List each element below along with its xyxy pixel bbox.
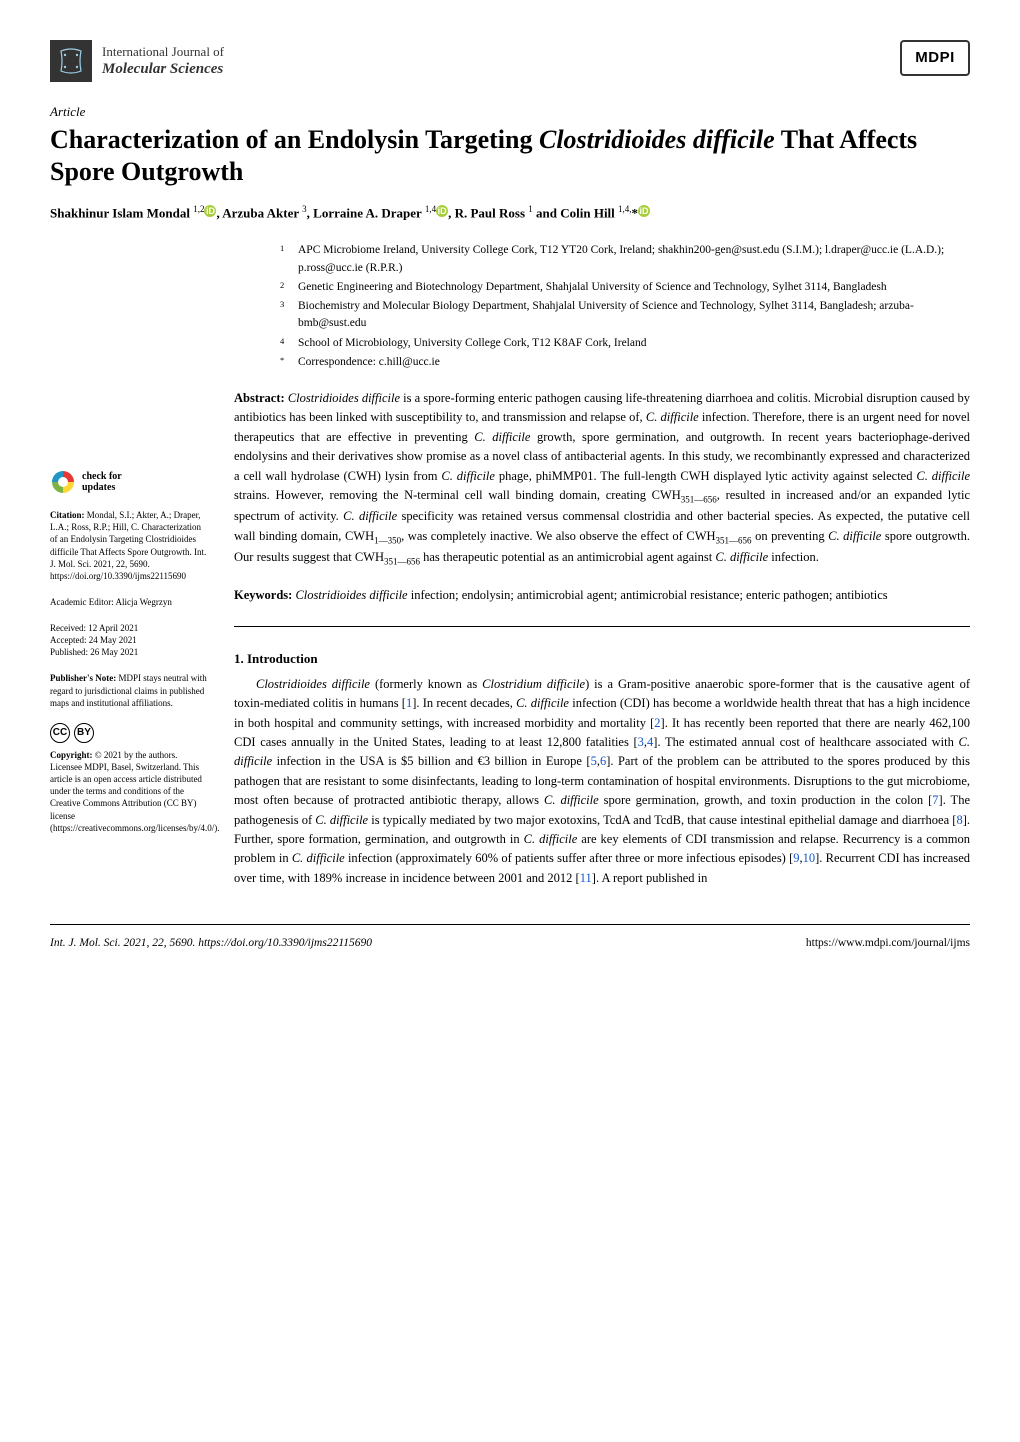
divider: [234, 626, 970, 627]
affiliation-row: * Correspondence: c.hill@ucc.ie: [280, 354, 970, 371]
abstract-label: Abstract:: [234, 391, 285, 405]
affiliation-row: 2 Genetic Engineering and Biotechnology D…: [280, 279, 970, 296]
orcid-icon: iD: [638, 205, 650, 217]
aff-num: 3: [280, 298, 288, 333]
ref-link[interactable]: 3: [638, 735, 644, 749]
journal-supertitle: International Journal of: [102, 44, 224, 60]
ref-link[interactable]: 4: [647, 735, 653, 749]
citation-block: Citation: Mondal, S.I.; Akter, A.; Drape…: [50, 509, 210, 582]
editor-label: Academic Editor:: [50, 597, 114, 607]
ref-link[interactable]: 10: [803, 851, 816, 865]
ref-link[interactable]: 1: [406, 696, 412, 710]
check-updates[interactable]: check forupdates: [50, 469, 210, 495]
citation-label: Citation:: [50, 510, 85, 520]
orcid-icon: iD: [204, 205, 216, 217]
ref-link[interactable]: 7: [932, 793, 938, 807]
ref-link[interactable]: 6: [600, 754, 606, 768]
aff-text: Correspondence: c.hill@ucc.ie: [298, 354, 440, 371]
aff-num: 4: [280, 335, 288, 352]
footer-url[interactable]: https://www.mdpi.com/journal/ijms: [806, 935, 970, 952]
affiliation-row: 3 Biochemistry and Molecular Biology Depa…: [280, 298, 970, 333]
ref-link[interactable]: 9: [793, 851, 799, 865]
ref-link[interactable]: 8: [956, 813, 962, 827]
author-line: Shakhinur Islam Mondal 1,2iD, Arzuba Akt…: [50, 203, 970, 223]
copyright-label: Copyright:: [50, 750, 93, 760]
dates-block: Received: 12 April 2021 Accepted: 24 May…: [50, 622, 210, 658]
article-type: Article: [50, 102, 970, 122]
ref-link[interactable]: 2: [654, 716, 660, 730]
keywords: Keywords: Clostridioides difficile infec…: [234, 586, 970, 605]
journal-maintitle: Molecular Sciences: [102, 60, 224, 78]
abstract: Abstract: Clostridioides difficile is a …: [234, 389, 970, 570]
cc-icon: CC: [50, 723, 70, 743]
affiliation-row: 4 School of Microbiology, University Coll…: [280, 335, 970, 352]
journal-block: International Journal of Molecular Scien…: [50, 40, 224, 82]
sidebar: check forupdates Citation: Mondal, S.I.;…: [50, 389, 210, 888]
journal-title: International Journal of Molecular Scien…: [102, 44, 224, 78]
ref-link[interactable]: 11: [580, 871, 592, 885]
editor-block: Academic Editor: Alicja Wegrzyn: [50, 596, 210, 608]
section-heading: 1. Introduction: [234, 649, 970, 669]
citation-text: Mondal, S.I.; Akter, A.; Draper, L.A.; R…: [50, 510, 206, 581]
aff-text: School of Microbiology, University Colle…: [298, 335, 646, 352]
by-icon: BY: [74, 723, 94, 743]
main-column: Abstract: Clostridioides difficile is a …: [234, 389, 970, 888]
aff-text: APC Microbiome Ireland, University Colle…: [298, 242, 970, 277]
footer: Int. J. Mol. Sci. 2021, 22, 5690. https:…: [50, 924, 970, 952]
date-received: Received: 12 April 2021: [50, 622, 210, 634]
check-updates-label: check forupdates: [82, 471, 122, 493]
copyright-block: Copyright: © 2021 by the authors. Licens…: [50, 749, 210, 834]
aff-text: Genetic Engineering and Biotechnology De…: [298, 279, 887, 296]
aff-text: Biochemistry and Molecular Biology Depar…: [298, 298, 970, 333]
date-accepted: Accepted: 24 May 2021: [50, 634, 210, 646]
publisher-note: Publisher's Note: MDPI stays neutral wit…: [50, 672, 210, 708]
aff-num: 2: [280, 279, 288, 296]
editor-name: Alicja Wegrzyn: [116, 597, 172, 607]
journal-logo-icon: [50, 40, 92, 82]
aff-num: *: [280, 354, 288, 371]
pubnote-label: Publisher's Note:: [50, 673, 116, 683]
footer-citation: Int. J. Mol. Sci. 2021, 22, 5690. https:…: [50, 935, 372, 952]
publisher-logo: MDPI: [900, 40, 970, 76]
orcid-icon: iD: [436, 205, 448, 217]
copyright-text: © 2021 by the authors. Licensee MDPI, Ba…: [50, 750, 220, 833]
check-updates-icon: [50, 469, 76, 495]
date-published: Published: 26 May 2021: [50, 646, 210, 658]
cc-license-icons: CC BY: [50, 723, 210, 743]
body-paragraph: Clostridioides difficile (formerly known…: [234, 675, 970, 888]
header: International Journal of Molecular Scien…: [50, 40, 970, 82]
keywords-label: Keywords:: [234, 588, 292, 602]
affiliation-row: 1 APC Microbiome Ireland, University Coll…: [280, 242, 970, 277]
ref-link[interactable]: 5: [591, 754, 597, 768]
article-title: Characterization of an Endolysin Targeti…: [50, 124, 970, 189]
affiliations: 1 APC Microbiome Ireland, University Coll…: [50, 242, 970, 371]
aff-num: 1: [280, 242, 288, 277]
